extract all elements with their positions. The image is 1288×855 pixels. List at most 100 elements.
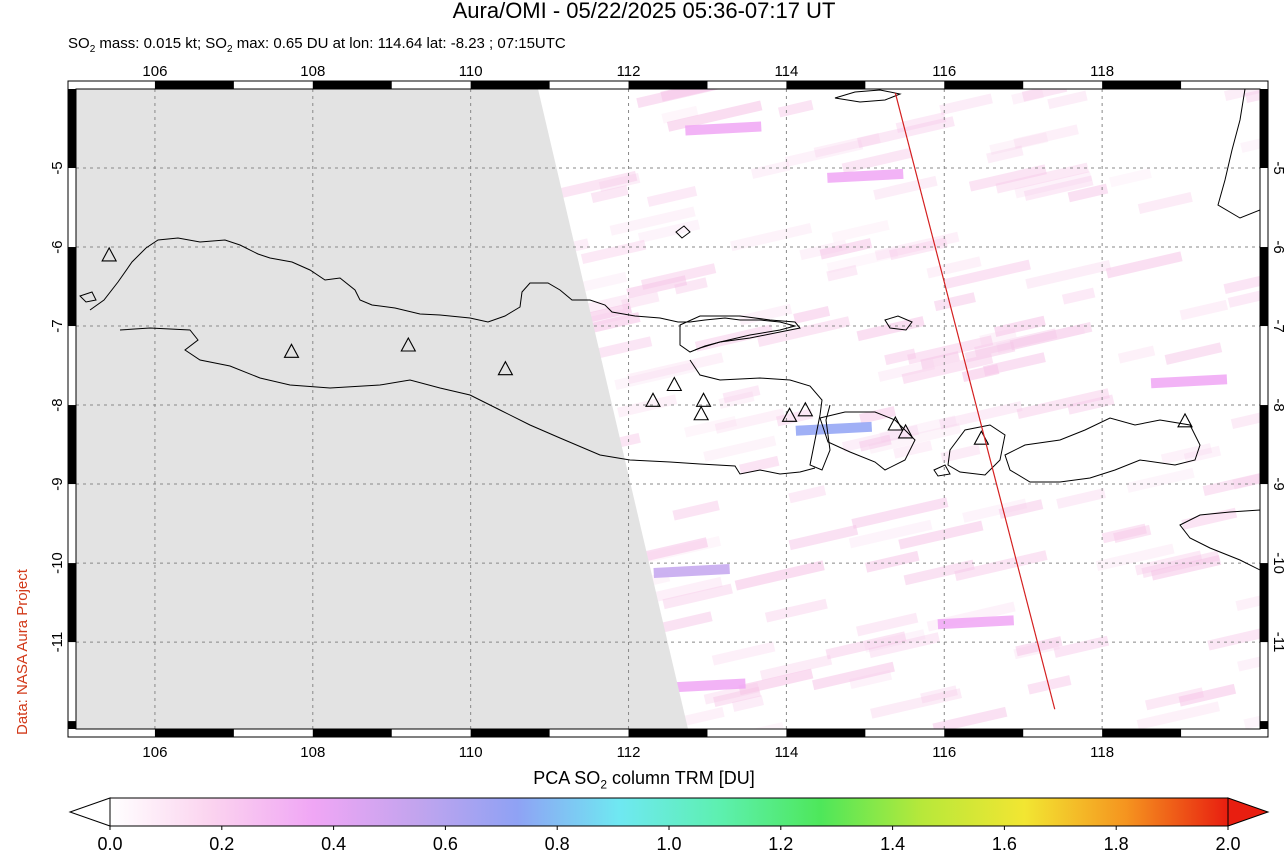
retrieval-streak [1061,287,1096,305]
retrieval-streak-rect [636,89,719,108]
lat-label-right: -8 [1270,398,1287,411]
border-segment-top [786,81,866,89]
border-segment-bottom [312,729,392,737]
retrieval-streak [1109,168,1152,188]
retrieval-streak [841,147,913,174]
retrieval-streak-rect [920,351,960,370]
retrieval-streak-rect [1137,192,1193,214]
retrieval-streak [757,316,851,347]
retrieval-streak [557,170,638,199]
retrieval-streak [703,435,777,462]
colorbar-gradient [109,797,1229,827]
retrieval-streak-rect [983,352,1046,376]
retrieval-streak [1150,554,1222,581]
retrieval-streak [859,434,892,452]
summary-prefix: SO [68,35,90,52]
retrieval-streak-rect [734,560,825,591]
retrieval-streak [989,132,1049,156]
retrieval-streak [962,498,1028,523]
coast-madura [679,315,801,353]
volcano-marker [887,415,904,431]
summary-sub-2: 2 [226,44,233,55]
volcano-marker [797,401,814,417]
retrieval-streak [1095,543,1175,572]
retrieval-streak [750,160,791,179]
colorbar-ticks: 0.0 0.2 0.4 0.6 0.8 1.0 1.2 1.4 1.6 1.8 2.0 [97,826,1241,854]
retrieval-streak [759,654,833,681]
so2-swath-rect [937,615,1015,630]
retrieval-streak [661,105,699,124]
retrieval-streak-rect [627,352,724,385]
retrieval-streak-rect [1179,299,1229,321]
retrieval-streak [1164,342,1223,365]
retrieval-streak-rect [641,263,717,290]
retrieval-streak [694,324,774,352]
retrieval-streak-rect [826,247,899,274]
border-segment-left [68,563,76,643]
volcano-markers [101,246,1193,445]
retrieval-streak-rect [939,93,993,116]
coast-bawean [675,225,691,239]
retrieval-streak-rect [590,185,629,204]
retrieval-streak-rect [609,206,696,236]
retrieval-streak [1235,579,1260,611]
retrieval-streak [1113,524,1152,543]
retrieval-streak-rect [1061,287,1096,305]
retrieval-streak [637,219,701,244]
so2-swath [795,421,873,436]
retrieval-streak [1243,708,1260,729]
retrieval-streak [1230,411,1260,429]
retrieval-streak [764,598,828,623]
retrieval-streak-rect [944,259,1031,289]
retrieval-streak [826,247,899,274]
retrieval-streak-rect [1237,651,1260,672]
lat-label-left: -6 [49,240,66,253]
retrieval-streak [1013,124,1079,149]
lon-label-bottom: 106 [142,744,167,761]
retrieval-streak-rect [994,315,1046,337]
retrieval-streak [684,416,738,438]
retrieval-streak [1183,445,1222,464]
retrieval-streak-rect [903,559,975,586]
retrieval-streak [873,175,938,200]
retrieval-streak [1053,635,1110,658]
retrieval-streak [1067,183,1109,203]
lat-label-left: -10 [49,552,66,574]
retrieval-streak-rect [621,291,660,310]
so2-swath [653,564,730,578]
retrieval-streak-rect [1244,89,1260,104]
retrieval-streak-rect [1164,342,1223,365]
retrieval-streak-rect [1101,523,1147,544]
border-segment-right [1260,247,1268,327]
retrieval-streak-rect [1021,89,1068,102]
retrieval-streak-rect [661,105,699,124]
map-border-ticks [68,81,1268,737]
so2-swath-rect [669,678,746,693]
coast-lombok [947,424,1006,476]
retrieval-streak-rect [793,305,831,324]
retrieval-streak [898,520,984,550]
border-segment-right [1260,721,1268,729]
so2-swath [1150,374,1228,389]
lon-label-bottom: 114 [774,744,798,761]
lat-label-left: -8 [49,398,66,411]
retrieval-streak-rect [954,550,1048,581]
retrieval-streak [1126,467,1195,493]
border-segment-left [68,247,76,327]
retrieval-streak-rect [626,275,688,299]
retrieval-streak [734,560,825,591]
border-segment-left [68,89,76,169]
retrieval-streak [711,641,776,666]
lat-label-right: -11 [1270,632,1287,653]
retrieval-streak [995,162,1090,194]
border-segment-top [312,81,392,89]
map-title: Aura/OMI - 05/22/2025 05:36-07:17 UT [452,0,836,23]
lat-label-right: -7 [1270,319,1287,332]
so2-swath-rect [1150,374,1228,389]
retrieval-streak [788,485,827,504]
retrieval-streak [879,415,958,443]
lat-label-left: -11 [49,632,66,653]
border-segment-top [154,81,234,89]
retrieval-streak-rect [868,632,941,659]
retrieval-streak [856,316,925,342]
